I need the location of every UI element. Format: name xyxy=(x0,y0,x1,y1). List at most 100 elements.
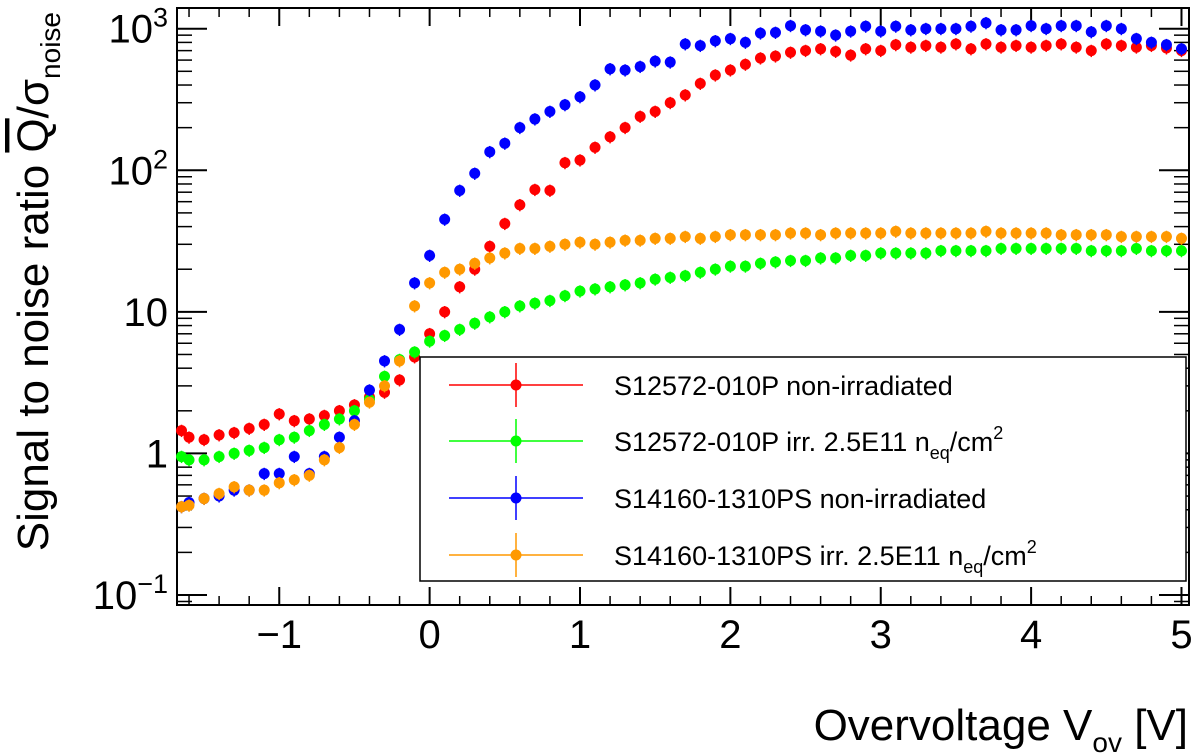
data-point xyxy=(694,266,706,278)
data-point xyxy=(769,229,781,241)
data-point xyxy=(394,324,406,336)
data-point xyxy=(845,49,857,61)
data-point xyxy=(619,279,631,291)
data-point xyxy=(604,236,616,248)
data-point xyxy=(288,451,300,463)
data-point xyxy=(499,218,511,230)
data-point xyxy=(664,232,676,244)
data-point xyxy=(333,413,345,425)
legend-box xyxy=(419,356,1187,582)
data-point xyxy=(830,227,842,239)
data-point xyxy=(980,38,992,50)
data-point xyxy=(935,23,947,35)
data-point xyxy=(664,97,676,109)
x-tick-label: 3 xyxy=(870,613,892,657)
data-points xyxy=(176,16,1187,514)
data-point xyxy=(1025,20,1037,32)
data-point xyxy=(228,481,240,493)
data-point xyxy=(379,355,391,367)
data-point xyxy=(785,227,797,239)
data-point xyxy=(363,396,375,408)
data-point xyxy=(724,229,736,241)
data-point xyxy=(273,408,285,420)
legend-entry-3: S14160-1310PS non-irradiated xyxy=(449,476,986,520)
data-point xyxy=(303,469,315,481)
data-point xyxy=(544,295,556,307)
data-point xyxy=(1100,20,1112,32)
data-point xyxy=(424,277,436,289)
x-tick-label: 1 xyxy=(569,613,591,657)
data-point xyxy=(830,29,842,41)
data-point xyxy=(649,55,661,67)
x-tick-label: 2 xyxy=(719,613,741,657)
data-point xyxy=(1160,39,1172,51)
data-point xyxy=(303,425,315,437)
data-point xyxy=(800,24,812,36)
data-point xyxy=(769,50,781,62)
data-point xyxy=(454,281,466,293)
data-point xyxy=(409,346,421,358)
y-tick-label: 10 xyxy=(124,291,169,335)
data-point xyxy=(995,243,1007,255)
legend-marker xyxy=(510,492,522,504)
data-point xyxy=(1070,20,1082,32)
data-point xyxy=(980,245,992,257)
data-point xyxy=(619,122,631,134)
data-point xyxy=(619,234,631,246)
data-point xyxy=(514,300,526,312)
data-point xyxy=(379,370,391,382)
data-point xyxy=(574,285,586,297)
data-point xyxy=(860,227,872,239)
data-point xyxy=(1070,229,1082,241)
legend-label: S12572-010P non-irradiated xyxy=(614,371,953,401)
data-point xyxy=(258,419,270,431)
data-point xyxy=(845,250,857,262)
data-point xyxy=(995,227,1007,239)
data-point xyxy=(724,260,736,272)
data-point xyxy=(995,24,1007,36)
data-point xyxy=(785,46,797,58)
legend-marker xyxy=(510,435,522,447)
data-point xyxy=(1040,243,1052,255)
data-point xyxy=(1115,40,1127,52)
data-point xyxy=(394,374,406,386)
data-point xyxy=(1055,20,1067,32)
data-point xyxy=(754,257,766,269)
data-point xyxy=(1010,40,1022,52)
data-point xyxy=(333,442,345,454)
data-point xyxy=(1175,43,1187,55)
data-point xyxy=(439,306,451,318)
data-point xyxy=(454,184,466,196)
data-point xyxy=(980,225,992,237)
data-point xyxy=(905,247,917,259)
data-point xyxy=(1145,231,1157,243)
data-point xyxy=(920,247,932,259)
data-point xyxy=(965,245,977,257)
data-point xyxy=(1055,229,1067,241)
data-point xyxy=(739,36,751,48)
legend-marker xyxy=(510,549,522,561)
data-point xyxy=(469,257,481,269)
data-point xyxy=(303,413,315,425)
data-point xyxy=(754,229,766,241)
data-point xyxy=(514,199,526,211)
series-4 xyxy=(176,225,1187,514)
data-point xyxy=(273,468,285,480)
data-point xyxy=(589,79,601,91)
data-point xyxy=(965,20,977,32)
data-point xyxy=(213,429,225,441)
data-point xyxy=(1085,26,1097,38)
data-point xyxy=(559,290,571,302)
data-point xyxy=(739,229,751,241)
data-point xyxy=(499,137,511,149)
data-point xyxy=(318,419,330,431)
data-point xyxy=(288,431,300,443)
y-label-q-bar: Q xyxy=(9,118,58,152)
data-point xyxy=(800,227,812,239)
data-point xyxy=(589,141,601,153)
data-point xyxy=(288,415,300,427)
data-point xyxy=(679,89,691,101)
data-point xyxy=(830,252,842,264)
data-point xyxy=(424,250,436,262)
data-point xyxy=(1010,24,1022,36)
